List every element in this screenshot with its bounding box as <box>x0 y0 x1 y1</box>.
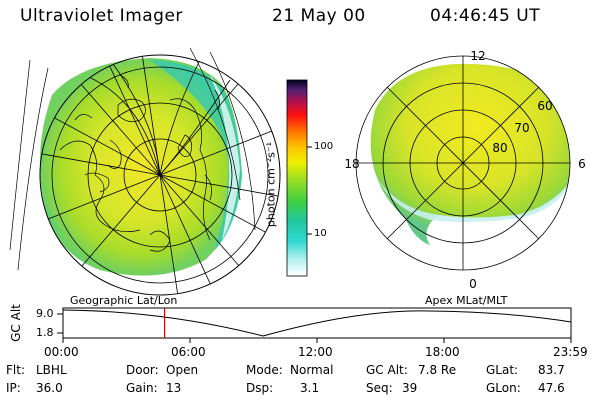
instrument-title: Ultraviolet Imager <box>20 6 183 26</box>
mlt-label-18: 18 <box>344 157 359 171</box>
mlt-label-6: 6 <box>578 157 586 171</box>
filter-value: LBHL <box>36 363 67 377</box>
altitude-curve <box>62 309 572 337</box>
door-label: Door: <box>126 363 159 377</box>
gc-alt-axis-label: GC Alt <box>9 304 23 342</box>
orbit-timeline: GC Alt <box>9 304 572 343</box>
mlt-label-0: 0 <box>469 277 477 291</box>
seq-label: Seq: <box>366 381 393 395</box>
tick-label-2359: 23:59 <box>553 345 588 359</box>
auroral-image-right <box>370 63 570 245</box>
apex-projection-label: Apex MLat/MLT <box>425 294 508 307</box>
gain-value: 13 <box>166 381 182 395</box>
coastlines <box>59 74 220 252</box>
mode-label: Mode: <box>246 363 283 377</box>
mode-value: Normal <box>290 363 334 377</box>
seq-value: 39 <box>402 381 418 395</box>
mlt-label-12: 12 <box>470 49 485 63</box>
glon-label: GLon: <box>486 381 521 395</box>
gc-alt-label: GC Alt: <box>366 363 408 377</box>
glat-label: GLat: <box>486 363 519 377</box>
glat-value: 83.7 <box>538 363 565 377</box>
ip-label: IP: <box>6 381 21 395</box>
gain-label: Gain: <box>126 381 158 395</box>
colorbar-unit-label: photon cm⁻²s⁻¹ <box>264 141 278 228</box>
ip-value: 36.0 <box>36 381 63 395</box>
tick-label-0000: 00:00 <box>44 345 79 359</box>
colorbar-label-100: 100 <box>314 141 334 152</box>
time-label: 04:46:45 UT <box>430 6 541 26</box>
tick-label-0600: 06:00 <box>171 345 206 359</box>
filter-label: Flt: <box>6 363 25 377</box>
gc-alt-value: 7.8 Re <box>418 363 457 377</box>
apex-map: 12 0 18 6 60 70 80 <box>344 49 585 291</box>
colorbar <box>286 79 312 277</box>
dsp-value: 3.1 <box>300 381 320 395</box>
tick-label-1800: 18:00 <box>425 345 460 359</box>
geographic-projection-label: Geographic Lat/Lon <box>70 294 178 307</box>
mlat-label-70: 70 <box>514 121 529 135</box>
alt-min-label: 1.8 <box>36 326 54 339</box>
glon-value: 47.6 <box>538 381 565 395</box>
date-label: 21 May 00 <box>272 6 366 26</box>
mlat-label-60: 60 <box>537 99 552 113</box>
tick-label-1200: 12:00 <box>298 345 333 359</box>
dsp-label: Dsp: <box>246 381 274 395</box>
colorbar-label-10: 10 <box>314 228 327 239</box>
door-value: Open <box>166 363 199 377</box>
alt-max-label: 9.0 <box>36 307 54 320</box>
mlat-label-80: 80 <box>492 141 507 155</box>
auroral-image-left <box>39 58 243 276</box>
geographic-map <box>9 47 281 296</box>
